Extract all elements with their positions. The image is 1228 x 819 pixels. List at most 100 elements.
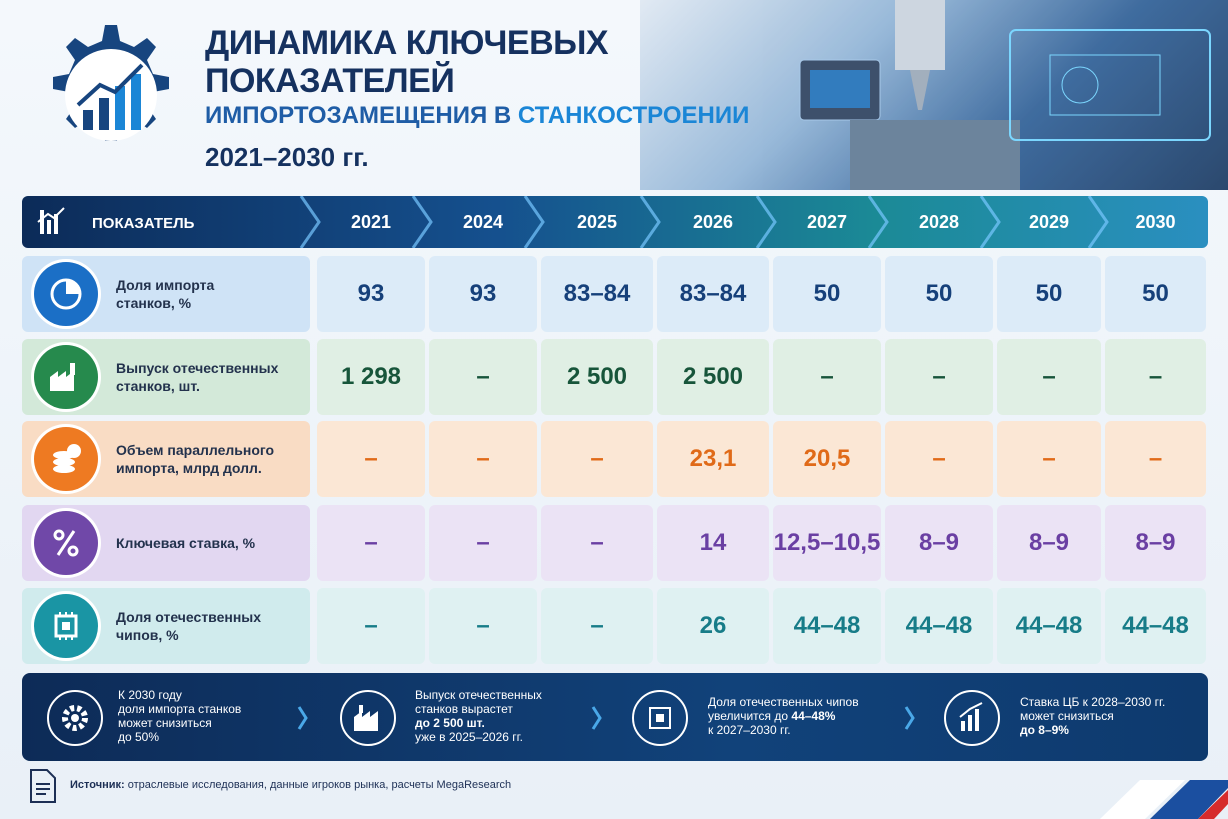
value: – <box>476 612 490 639</box>
value-cell <box>317 505 425 581</box>
header-chevrons <box>37 196 1109 248</box>
value: – <box>364 445 378 472</box>
title-line: ПОКАЗАТЕЛЕЙ <box>205 62 455 100</box>
value-cell <box>773 505 881 581</box>
row-icon <box>34 594 98 658</box>
row-icon-glyph <box>53 529 79 557</box>
summary-text: Ставка ЦБ к 2028–2030 гг. <box>1020 695 1166 709</box>
value-cell <box>317 339 425 415</box>
value-cell <box>773 256 881 332</box>
row-label: Объем параллельного импорта, млрд долл. <box>116 421 306 497</box>
value-cell <box>429 505 537 581</box>
value-cell <box>1105 505 1206 581</box>
summary-highlight: до 8–9% <box>1020 723 1069 737</box>
value-cell <box>541 421 653 497</box>
year-header: 2025 <box>576 212 618 232</box>
value-cell <box>1105 339 1206 415</box>
summary-text: может снизиться <box>118 716 212 730</box>
value: 26 <box>699 612 727 639</box>
row-label-line: Доля отечественных <box>116 609 262 625</box>
value-cell <box>773 588 881 664</box>
value-cell <box>997 588 1101 664</box>
subtitle-text: ИМПОРТОЗАМЕЩЕНИЯ В <box>205 102 512 129</box>
row-label-line: Ключевая ставка, % <box>116 535 256 551</box>
machine-illustration <box>799 0 1211 190</box>
value-cell <box>657 256 769 332</box>
value: 8–9 <box>918 529 960 556</box>
header-image <box>640 0 1228 190</box>
year-header: 2028 <box>918 212 960 232</box>
value-cell <box>541 339 653 415</box>
source-icon <box>30 769 56 803</box>
value: 50 <box>1142 280 1169 307</box>
value-cell <box>1105 256 1206 332</box>
value: 50 <box>1035 280 1063 307</box>
value-cell <box>997 421 1101 497</box>
row-label: Доля отечественных чипов, % <box>116 588 306 664</box>
summary-highlight: 44–48% <box>791 709 836 723</box>
row-label: Ключевая ставка, % <box>116 505 306 581</box>
value: 50 <box>813 280 841 307</box>
value: 44–48 <box>1015 612 1083 639</box>
value: 44–48 <box>1122 612 1189 639</box>
value-cell <box>773 421 881 497</box>
source-text: отраслевые исследования, данные игроков … <box>127 779 512 791</box>
value: – <box>932 363 946 390</box>
value: 20,5 <box>803 445 851 472</box>
value: – <box>364 612 378 639</box>
value: 2 500 <box>682 363 744 390</box>
title: ДИНАМИКА КЛЮЧЕВЫХ ПОКАЗАТЕЛЕЙ <box>205 24 609 100</box>
title-line: ДИНАМИКА КЛЮЧЕВЫХ <box>205 24 609 62</box>
summary-item: Доля отечественных чипов увеличится до 44… <box>708 695 859 737</box>
value-cell <box>885 421 993 497</box>
value-cell <box>885 256 993 332</box>
row-icon <box>34 345 98 409</box>
source-label: Источник: <box>70 779 125 791</box>
value-cell <box>885 339 993 415</box>
value-cell <box>657 421 769 497</box>
value: 44–48 <box>905 612 973 639</box>
chevron <box>755 196 777 248</box>
value-cell <box>429 421 537 497</box>
value-cell <box>885 505 993 581</box>
value-cell <box>1105 588 1206 664</box>
year-header: 2027 <box>806 212 848 232</box>
value-cell <box>1105 421 1206 497</box>
row-label-line: Доля импорта <box>116 277 215 293</box>
value: – <box>1042 363 1056 390</box>
chevron <box>1087 196 1109 248</box>
row-label-line: Объем параллельного <box>116 442 275 458</box>
summary-icons <box>47 690 1000 746</box>
chevron <box>867 196 889 248</box>
row-icon <box>34 427 98 491</box>
summary-text: уже в 2025–2026 гг. <box>415 730 523 744</box>
value: 93 <box>469 280 497 307</box>
value-cell <box>657 505 769 581</box>
value: 23,1 <box>689 445 737 472</box>
value: 2 500 <box>566 363 628 390</box>
flag-stripes <box>1100 780 1228 819</box>
summary-text: увеличится до <box>708 709 789 723</box>
summary-text: Выпуск отечественных <box>415 688 542 702</box>
value: 44–48 <box>793 612 861 639</box>
value: 8–9 <box>1135 529 1176 556</box>
value-cell <box>317 256 425 332</box>
value: 12,5–10,5 <box>773 529 881 556</box>
row-icon-glyph <box>53 444 81 473</box>
period: 2021–2030 гг. <box>205 142 369 172</box>
value: – <box>932 445 946 472</box>
value: – <box>476 529 490 556</box>
row-icon-glyph <box>50 363 75 391</box>
summary-text: может снизиться <box>1020 709 1114 723</box>
summary-highlight: до 2 500 шт. <box>415 716 485 730</box>
subtitle-highlight: СТАНКОСТРОЕНИИ <box>517 102 750 129</box>
value-cell <box>997 339 1101 415</box>
value-cell <box>885 588 993 664</box>
summary-item: Ставка ЦБ к 2028–2030 гг. может снизиться… <box>1020 695 1165 737</box>
chevron <box>523 196 545 248</box>
chevron <box>299 196 321 248</box>
summary-bar <box>22 673 1208 761</box>
value: – <box>1148 445 1163 472</box>
value: – <box>1042 445 1056 472</box>
value-cell <box>997 256 1101 332</box>
